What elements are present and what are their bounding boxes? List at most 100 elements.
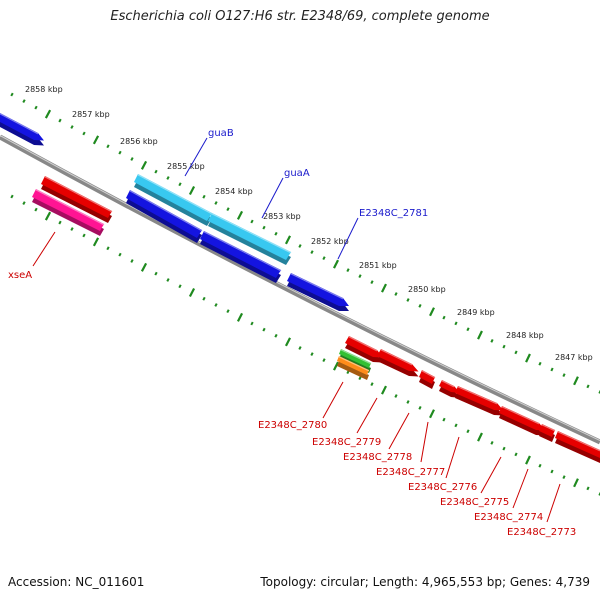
- inner-scale-minor-tick: [106, 246, 110, 251]
- outer-scale-minor-tick: [10, 92, 14, 97]
- outer-scale-minor-tick: [70, 125, 74, 129]
- forward-gene-guaB: [134, 174, 213, 226]
- E2348C_2778-leader-line: [388, 412, 410, 450]
- reverse-gene-orange-side: [337, 361, 369, 380]
- guaA-leader-line: [261, 177, 284, 219]
- inner-scale-minor-tick: [214, 303, 218, 307]
- gene-label-E2348C_2780: E2348C_2780: [258, 420, 327, 431]
- inner-scale-minor-tick: [22, 201, 26, 205]
- outer-scale-major-tick: [140, 160, 148, 170]
- gene-label-guaB: guaB: [208, 128, 234, 139]
- reverse-gene-E2348C_2780-highlight: [348, 336, 378, 352]
- inner-scale-minor-tick: [562, 475, 566, 479]
- gene-label-E2348C_2775: E2348C_2775: [440, 497, 509, 508]
- outer-scale-minor-tick: [166, 176, 170, 180]
- reverse-gene-1-highlight: [44, 176, 113, 213]
- inner-scale-major-tick: [44, 211, 52, 221]
- gene-label-E2348C_2778: E2348C_2778: [343, 452, 412, 463]
- inner-scale-minor-tick: [262, 327, 266, 332]
- outer-scale-minor-tick: [262, 225, 266, 230]
- outer-scale-minor-tick: [370, 280, 374, 285]
- reverse-gene-E2348C_2773: [555, 431, 600, 463]
- accession-label: Accession: NC_011601: [8, 575, 145, 589]
- inner-scale-minor-tick: [130, 259, 134, 263]
- forward-gene-E2348C_2781-highlight: [290, 273, 344, 300]
- reverse-gene-E2348C_2779-highlight: [380, 349, 413, 366]
- scale-label-2848: 2848 kbp: [506, 331, 544, 340]
- E2348C_2773-leader-line: [546, 483, 561, 523]
- reverse-gene-orange-highlight: [338, 356, 370, 372]
- outer-scale-major-tick: [477, 330, 483, 340]
- outer-scale-minor-tick: [118, 150, 122, 155]
- E2348C_2776-leader-line: [445, 436, 460, 479]
- inner-scale-minor-tick: [442, 417, 446, 422]
- inner-scale-major-tick: [429, 409, 435, 419]
- outer-scale-minor-tick: [82, 131, 86, 136]
- outer-scale-minor-tick: [298, 244, 302, 248]
- outer-scale-minor-tick: [442, 315, 446, 320]
- outer-scale-minor-tick: [346, 268, 350, 273]
- inner-scale-minor-tick: [406, 400, 410, 404]
- inner-scale-minor-tick: [70, 227, 74, 231]
- inner-scale-minor-tick: [10, 194, 14, 199]
- outer-scale-major-tick: [381, 283, 387, 293]
- gene-label-E2348C_2777: E2348C_2777: [376, 467, 445, 478]
- reverse-gene-E2348C_2780-face: [345, 336, 383, 358]
- outer-scale-minor-tick: [178, 182, 182, 187]
- outer-scale-minor-tick: [250, 219, 254, 224]
- E2348C_2781-leader-line: [337, 217, 359, 260]
- reverse-gene-E2348C_2776: [455, 386, 504, 416]
- inner-scale-minor-tick: [454, 423, 458, 428]
- outer-scale-minor-tick: [502, 344, 506, 349]
- outer-scale-minor-tick: [214, 201, 218, 205]
- xseA-leader-line: [32, 231, 56, 267]
- outer-scale-major-tick: [284, 235, 292, 245]
- reverse-gene-orange: [337, 356, 370, 380]
- outer-scale-major-tick: [429, 307, 435, 317]
- reverse-gene-E2348C_2778-face: [419, 370, 435, 384]
- E2348C_2780-leader-line: [322, 381, 344, 419]
- genome-backbone-highlight: [0, 135, 600, 441]
- scale-label-2852: 2852 kbp: [311, 237, 349, 246]
- reverse-gene-E2348C_2774-face: [539, 424, 555, 437]
- outer-scale-minor-tick: [586, 384, 590, 389]
- reverse-gene-xseA-highlight: [35, 189, 105, 226]
- inner-scale-minor-tick: [166, 278, 170, 282]
- reverse-gene-E2348C_2774: [539, 424, 556, 442]
- inner-scale-minor-tick: [466, 429, 470, 434]
- inner-scale-major-tick: [332, 361, 340, 371]
- forward-gene-3-face: [200, 231, 281, 278]
- inner-scale-minor-tick: [82, 233, 86, 238]
- reverse-gene-xseA: [32, 189, 105, 236]
- inner-scale-minor-tick: [418, 405, 422, 410]
- reverse-gene-green-highlight: [340, 349, 372, 365]
- inner-scale-minor-tick: [322, 358, 326, 363]
- scale-label-2851: 2851 kbp: [359, 261, 397, 270]
- forward-gene-2-highlight: [129, 190, 203, 232]
- gene-label-E2348C_2779: E2348C_2779: [312, 437, 381, 448]
- scale-label-2858: 2858 kbp: [25, 85, 63, 94]
- reverse-gene-E2348C_2776-highlight: [457, 386, 498, 405]
- outer-scale-major-tick: [188, 186, 196, 196]
- outer-scale-minor-tick: [106, 144, 110, 149]
- reverse-gene-E2348C_2775-face: [499, 406, 546, 431]
- reverse-gene-green-face: [339, 349, 371, 368]
- inner-scale-minor-tick: [490, 440, 494, 445]
- forward-gene-left-edge: [0, 113, 44, 146]
- outer-scale-minor-tick: [154, 169, 158, 174]
- reverse-gene-E2348C_2777-highlight: [441, 380, 455, 388]
- outer-scale-minor-tick: [322, 256, 326, 261]
- gene-label-E2348C_2773: E2348C_2773: [507, 527, 576, 538]
- forward-gene-3-highlight: [203, 231, 282, 272]
- reverse-gene-E2348C_2779: [377, 349, 419, 377]
- forward-gene-3: [200, 231, 282, 283]
- gene-features: [0, 113, 600, 463]
- gene-label-E2348C_2781: E2348C_2781: [359, 208, 428, 219]
- inner-scale-minor-tick: [538, 463, 542, 468]
- map-title: Escherichia coli O127:H6 str. E2348/69, …: [110, 9, 490, 24]
- forward-gene-guaB-face: [134, 174, 212, 221]
- inner-scale-minor-tick: [154, 271, 158, 276]
- reverse-gene-1-face: [41, 176, 112, 218]
- outer-scale-major-tick: [92, 135, 100, 145]
